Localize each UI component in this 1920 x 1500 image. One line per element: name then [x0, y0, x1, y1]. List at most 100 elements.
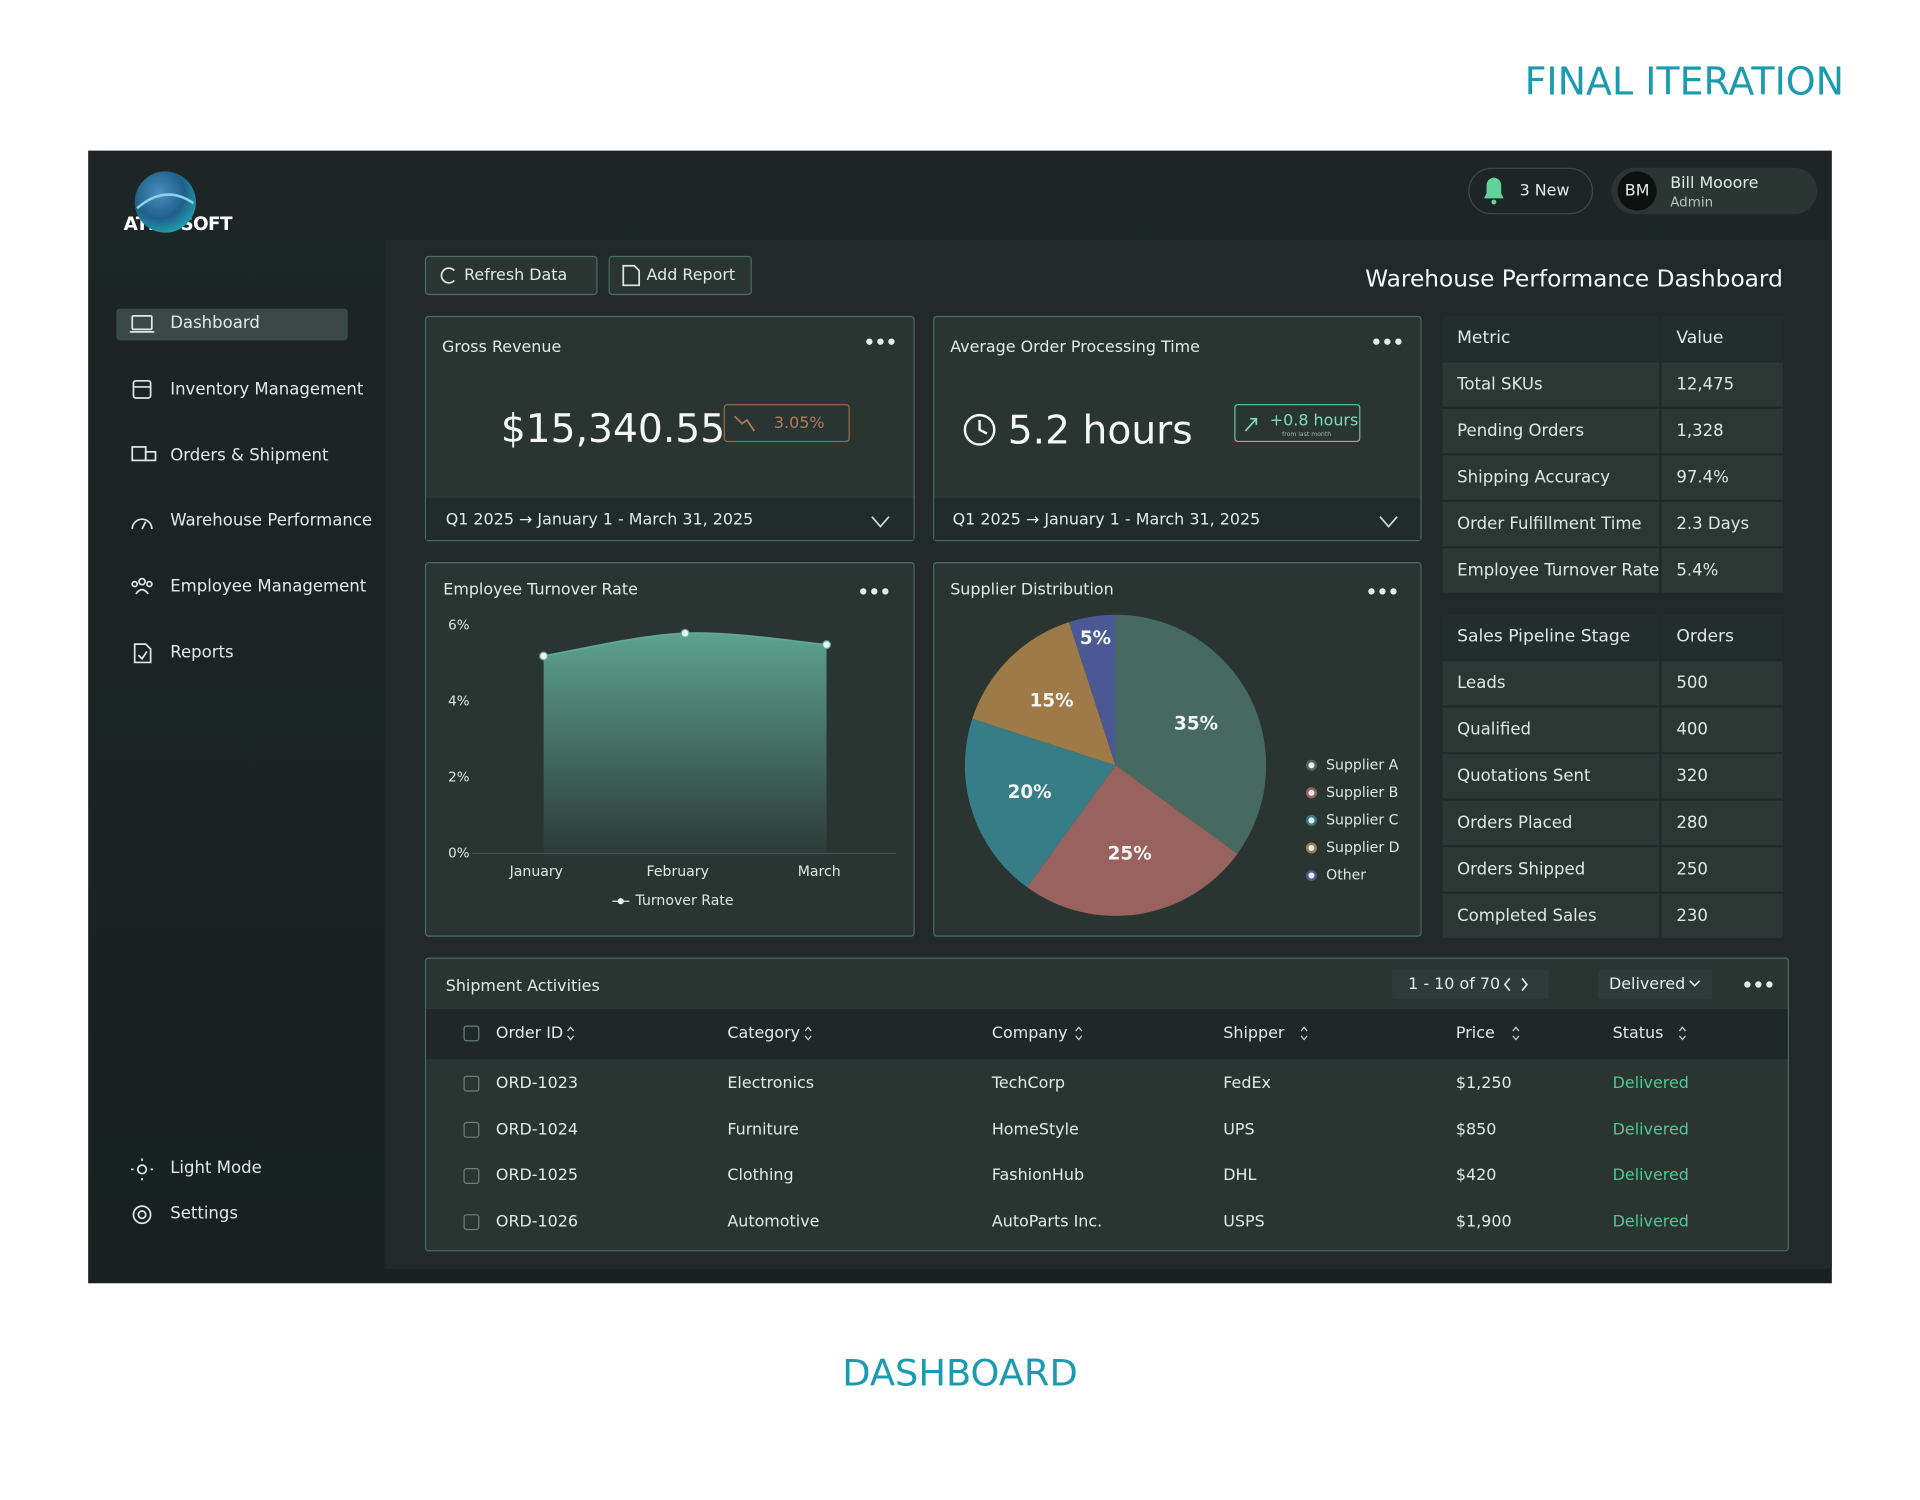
table-cell: Order Fulfillment Time — [1442, 502, 1660, 547]
shipments-card — [424, 957, 1789, 1252]
table-cell: 97.4% — [1661, 455, 1783, 500]
table-cell: UPS — [1223, 1120, 1255, 1140]
nav-item[interactable]: Light Mode — [170, 1158, 262, 1178]
table-cell: Orders Shipped — [1442, 847, 1660, 892]
dashboard-title: Warehouse Performance Dashboard — [1365, 265, 1783, 293]
table-cell: 320 — [1661, 754, 1783, 799]
table-cell: DHL — [1223, 1166, 1257, 1186]
user-name: Bill Mooore — [1670, 174, 1759, 193]
kpi-value: $15,340.55 — [500, 405, 726, 452]
table-cell: ORD-1024 — [495, 1120, 579, 1140]
table-cell: Qualified — [1442, 707, 1660, 752]
table-cell: Shipping Accuracy — [1442, 455, 1660, 500]
table-cell: $420 — [1455, 1166, 1497, 1186]
column-header[interactable]: Price — [1455, 1024, 1495, 1043]
notifications[interactable] — [1468, 167, 1594, 215]
kpi-change-box — [723, 404, 850, 443]
table-cell: Furniture — [727, 1120, 799, 1140]
kpi-period: Q1 2025 → January 1 - March 31, 2025 — [445, 511, 754, 530]
table-cell: 400 — [1661, 707, 1783, 752]
table-cell: Total SKUs — [1442, 362, 1660, 407]
status-label: Delivered — [1612, 1212, 1689, 1232]
table-cell: Completed Sales — [1442, 893, 1660, 938]
chart-title: Employee Turnover Rate — [443, 581, 638, 600]
table-cell: $1,250 — [1455, 1074, 1512, 1093]
column-header[interactable]: Order ID — [495, 1024, 564, 1043]
notification-count[interactable]: 3 New — [1519, 181, 1570, 201]
table-cell: HomeStyle — [991, 1120, 1079, 1140]
button-label[interactable]: Add Report — [646, 266, 736, 285]
nav-item[interactable]: Warehouse Performance — [170, 511, 373, 531]
avatar-initials: BM — [1624, 181, 1650, 201]
kpi-value: 5.2 hours — [1007, 406, 1193, 454]
table-cell: FashionHub — [991, 1166, 1085, 1186]
table-cell: 500 — [1661, 661, 1783, 706]
table-cell: 230 — [1661, 893, 1783, 938]
kpi-title: Average Order Processing Time — [950, 338, 1200, 357]
nav-item[interactable]: Employee Management — [170, 576, 367, 597]
kpi-title: Gross Revenue — [442, 338, 562, 357]
button-label[interactable]: Refresh Data — [464, 266, 568, 285]
table-cell: 250 — [1661, 847, 1783, 892]
table-cell: Orders Placed — [1442, 800, 1660, 845]
chart-card — [933, 562, 1422, 937]
table-cell: TechCorp — [991, 1074, 1065, 1093]
column-header[interactable]: Status — [1612, 1024, 1664, 1043]
table-cell: AutoParts Inc. — [991, 1212, 1103, 1232]
table-cell: Automotive — [727, 1212, 820, 1232]
table-header: Sales Pipeline Stage — [1442, 614, 1660, 659]
shipments-header-row — [426, 1008, 1788, 1060]
table-cell: ORD-1023 — [495, 1074, 579, 1093]
pagination-label: 1 - 10 of 70 — [1408, 975, 1501, 994]
nav-item[interactable]: Settings — [170, 1203, 239, 1224]
table-cell: 1,328 — [1661, 408, 1783, 454]
table-cell: 2.3 Days — [1661, 502, 1783, 547]
table-cell: USPS — [1223, 1212, 1265, 1232]
page-caption: DASHBOARD — [842, 1352, 1078, 1396]
chart-card — [424, 562, 915, 937]
table-cell: ORD-1025 — [495, 1166, 579, 1186]
table-cell: Clothing — [727, 1166, 794, 1186]
user-role: Admin — [1670, 194, 1714, 210]
table-cell: 12,475 — [1661, 362, 1783, 407]
kpi-change-note: from last month — [1282, 431, 1332, 439]
table-header: Value — [1661, 315, 1783, 360]
table-cell: Electronics — [727, 1074, 815, 1093]
table-cell: ORD-1026 — [495, 1212, 579, 1232]
nav-item[interactable]: Dashboard — [170, 313, 260, 334]
page-heading: FINAL ITERATION — [1524, 60, 1845, 105]
table-cell: Pending Orders — [1442, 408, 1660, 454]
table-header: Metric — [1442, 315, 1660, 360]
nav-item[interactable]: Reports — [170, 642, 234, 663]
nav-active — [116, 308, 348, 341]
nav-item[interactable]: Inventory Management — [170, 379, 364, 399]
status-label: Delivered — [1612, 1120, 1689, 1140]
column-header[interactable]: Shipper — [1223, 1024, 1285, 1043]
kpi-change-box — [1234, 404, 1361, 443]
kpi-period: Q1 2025 → January 1 - March 31, 2025 — [952, 511, 1261, 530]
column-header[interactable]: Company — [991, 1024, 1068, 1043]
brand: ATMOSOFT — [123, 213, 233, 236]
table-cell: 280 — [1661, 800, 1783, 845]
kpi-footer[interactable] — [934, 498, 1421, 540]
table-cell: Employee Turnover Rate — [1442, 548, 1659, 593]
status-label: Delivered — [1612, 1074, 1689, 1093]
table-header: Orders — [1661, 614, 1783, 659]
shipments-title: Shipment Activities — [445, 977, 600, 997]
table-cell: Leads — [1442, 661, 1660, 706]
nav-item[interactable]: Orders & Shipment — [170, 445, 329, 465]
status-filter-label[interactable]: Delivered — [1608, 975, 1686, 994]
kpi-footer[interactable] — [426, 498, 914, 540]
avatar — [1617, 171, 1657, 211]
table-cell: 5.4% — [1661, 548, 1783, 593]
table-cell: Quotations Sent — [1442, 754, 1660, 799]
kpi-change: +0.8 hours — [1269, 412, 1359, 431]
column-header[interactable]: Category — [727, 1024, 801, 1043]
table-cell: FedEx — [1223, 1074, 1271, 1093]
chart-title: Supplier Distribution — [950, 581, 1114, 600]
status-label: Delivered — [1612, 1166, 1689, 1186]
table-cell: $1,900 — [1455, 1212, 1512, 1232]
kpi-change: 3.05% — [773, 414, 825, 433]
